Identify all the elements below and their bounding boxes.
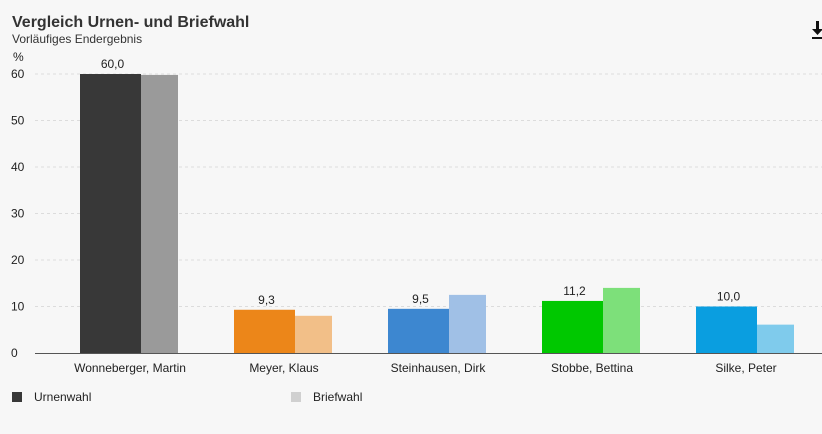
legend-swatch-urnenwahl <box>12 392 22 402</box>
y-tick-label: 40 <box>11 160 25 174</box>
download-icon[interactable] <box>811 18 822 40</box>
y-tick-label: 30 <box>11 207 25 221</box>
legend-item-urnenwahl[interactable]: Urnenwahl <box>12 390 91 404</box>
data-label: 9,5 <box>412 292 429 306</box>
bar-urnenwahl <box>80 74 141 353</box>
bar-briefwahl <box>295 315 332 353</box>
x-category-label: Silke, Peter <box>715 361 776 375</box>
chart-title: Vergleich Urnen- und Briefwahl <box>12 14 250 31</box>
bar-briefwahl <box>603 287 640 353</box>
y-tick-label: 0 <box>11 346 18 360</box>
bar-urnenwahl <box>234 309 295 353</box>
data-label: 9,3 <box>258 293 275 307</box>
y-tick-label: 10 <box>11 300 25 314</box>
x-category-label: Steinhausen, Dirk <box>391 361 487 375</box>
y-tick-label: 50 <box>11 114 25 128</box>
bar-briefwahl <box>449 294 486 353</box>
data-label: 10,0 <box>717 290 741 304</box>
y-axis-unit-label: % <box>13 50 24 64</box>
chart-subtitle: Vorläufiges Endergebnis <box>12 32 143 46</box>
legend-swatch-briefwahl <box>291 392 301 402</box>
legend-item-briefwahl[interactable]: Briefwahl <box>291 390 362 404</box>
x-category-label: Wonneberger, Martin <box>74 361 186 375</box>
bar-urnenwahl <box>542 300 603 353</box>
bar-briefwahl <box>757 324 794 353</box>
x-category-label: Stobbe, Bettina <box>551 361 633 375</box>
legend-label-urnenwahl: Urnenwahl <box>34 390 92 404</box>
bar-briefwahl <box>141 74 178 354</box>
y-tick-label: 60 <box>11 67 25 81</box>
bar-urnenwahl <box>388 308 449 353</box>
data-label: 60,0 <box>101 57 125 71</box>
data-label: 11,2 <box>563 284 586 298</box>
bar-urnenwahl <box>696 306 757 353</box>
y-tick-label: 20 <box>11 253 25 267</box>
x-category-label: Meyer, Klaus <box>249 361 318 375</box>
legend-label-briefwahl: Briefwahl <box>313 390 363 404</box>
